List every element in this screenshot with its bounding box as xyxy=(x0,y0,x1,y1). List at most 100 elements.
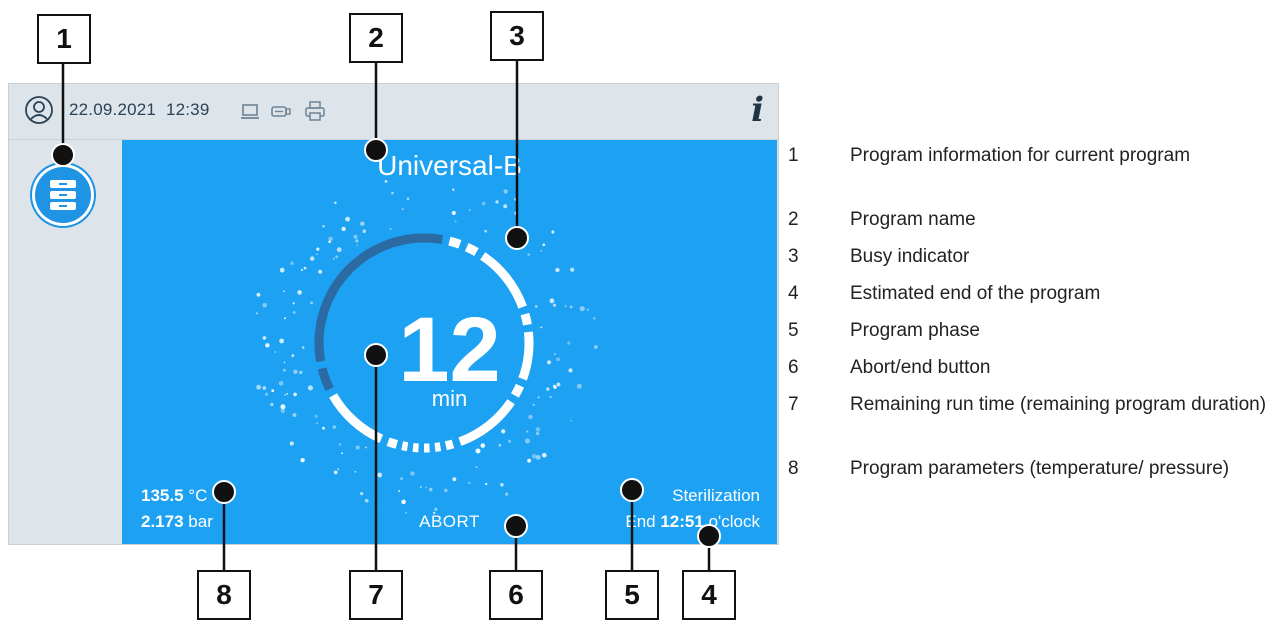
sparkle-dot xyxy=(384,180,388,183)
sparkle-dot xyxy=(535,455,541,460)
sparkle-particles xyxy=(255,180,598,515)
busy-indicator-segment xyxy=(314,333,326,363)
sparkle-dot xyxy=(542,452,547,458)
sparkle-dot xyxy=(505,492,509,496)
legend-item: 3 Busy indicator xyxy=(788,244,1286,281)
printer-icon xyxy=(305,101,325,121)
sparkle-dot xyxy=(495,200,499,204)
sparkle-dot xyxy=(532,403,535,406)
user-icon[interactable] xyxy=(24,95,54,125)
temperature-parameter: 135.5 °C xyxy=(141,486,207,506)
sparkle-dot xyxy=(475,466,478,468)
sparkle-dot xyxy=(316,422,318,425)
pressure-value: 2.173 xyxy=(141,512,184,531)
sparkle-dot xyxy=(434,507,438,511)
busy-indicator-segment xyxy=(448,236,462,249)
legend-number: 4 xyxy=(788,283,799,304)
sparkle-dot xyxy=(485,482,488,486)
sparkle-dot xyxy=(401,499,406,505)
busy-indicator-segment xyxy=(404,234,411,245)
sparkle-dot xyxy=(262,336,267,340)
sparkle-dot xyxy=(256,384,261,390)
sparkle-dot xyxy=(318,269,323,274)
sparkle-dot xyxy=(335,255,339,259)
sparkle-dot xyxy=(290,261,294,265)
sparkle-dot xyxy=(593,317,596,320)
busy-indicator-segment xyxy=(480,252,527,309)
legend: 1 Program information for current progra… xyxy=(788,143,1286,520)
legend-text: Busy indicator xyxy=(850,246,970,267)
pressure-unit: bar xyxy=(188,512,213,531)
busy-indicator-segment xyxy=(434,442,442,452)
legend-item: 5 Program phase xyxy=(788,318,1286,355)
sparkle-dot xyxy=(570,419,573,422)
sparkle-dot xyxy=(274,351,277,353)
sparkle-dot xyxy=(503,189,508,194)
sparkle-dot xyxy=(389,228,392,230)
sparkle-dot xyxy=(355,445,360,450)
sparkle-dot xyxy=(337,468,340,471)
sparkle-dot xyxy=(425,486,427,489)
sparkle-dot xyxy=(322,225,325,228)
abort-button[interactable]: ABORT xyxy=(419,512,480,531)
legend-text: Program parameters (temperature/ pressur… xyxy=(850,458,1230,479)
sparkle-dot xyxy=(576,383,582,389)
sparkle-dot xyxy=(356,244,358,247)
busy-indicator-segment xyxy=(317,367,334,392)
busy-indicator-segment xyxy=(520,312,532,326)
legend-number: 5 xyxy=(788,320,799,341)
callout-3: 3 xyxy=(490,11,544,61)
sparkle-dot xyxy=(452,188,455,191)
sparkle-dot xyxy=(549,298,555,304)
info-icon[interactable]: i xyxy=(751,90,764,130)
busy-indicator-segment xyxy=(458,399,515,446)
sparkle-dot xyxy=(332,425,336,429)
callout-7: 7 xyxy=(349,570,403,620)
sparkle-dot xyxy=(341,226,346,232)
sparkle-dot xyxy=(334,201,337,204)
date: 22.09.2021 xyxy=(69,100,157,119)
legend-text: Program name xyxy=(850,209,976,230)
legend-item: 2 Program name xyxy=(788,207,1286,244)
sparkle-dot xyxy=(528,414,533,420)
busy-indicator-segment xyxy=(401,441,409,452)
pressure-parameter: 2.173 bar xyxy=(141,512,213,532)
sparkle-dot xyxy=(475,448,481,454)
busy-indicator-segment xyxy=(444,439,455,451)
sparkle-dot xyxy=(255,312,258,315)
sparkle-dot xyxy=(452,477,457,482)
sparkle-dot xyxy=(527,253,530,256)
busy-indicator xyxy=(255,180,598,515)
sparkle-dot xyxy=(283,361,286,364)
sparkle-dot xyxy=(353,234,358,239)
program-info-button[interactable] xyxy=(35,167,91,223)
busy-indicator-segment xyxy=(382,239,392,250)
sparkle-dot xyxy=(297,290,302,295)
callout-2: 2 xyxy=(349,13,403,63)
sparkle-dot xyxy=(400,477,403,480)
sparkle-dot xyxy=(307,385,313,391)
sparkle-dot xyxy=(341,452,343,455)
legend-text: Estimated end of the program xyxy=(850,283,1101,304)
sparkle-dot xyxy=(265,392,269,396)
sparkle-dot xyxy=(540,326,543,329)
sparkle-dot xyxy=(300,458,305,463)
sparkle-dot xyxy=(310,301,313,305)
legend-item: 6 Abort/end button xyxy=(788,355,1286,392)
sparkle-dot xyxy=(328,240,331,244)
sparkle-dot xyxy=(256,292,261,297)
sparkle-dot xyxy=(549,395,552,399)
sidebar xyxy=(9,140,122,544)
sparkle-dot xyxy=(480,443,486,448)
sparkle-dot xyxy=(278,380,284,386)
sparkle-dot xyxy=(332,257,335,260)
sparkle-dot xyxy=(536,432,540,436)
sparkle-dot xyxy=(292,311,296,314)
computer-icon xyxy=(241,104,259,119)
busy-indicator-segment xyxy=(464,242,479,256)
busy-indicator-segment xyxy=(511,383,525,398)
date-time: 22.09.2021 12:39 xyxy=(69,100,210,120)
device-screen: 22.09.2021 12:39 i xyxy=(8,83,779,545)
legend-number: 1 xyxy=(788,145,799,166)
sparkle-dot xyxy=(279,338,284,344)
